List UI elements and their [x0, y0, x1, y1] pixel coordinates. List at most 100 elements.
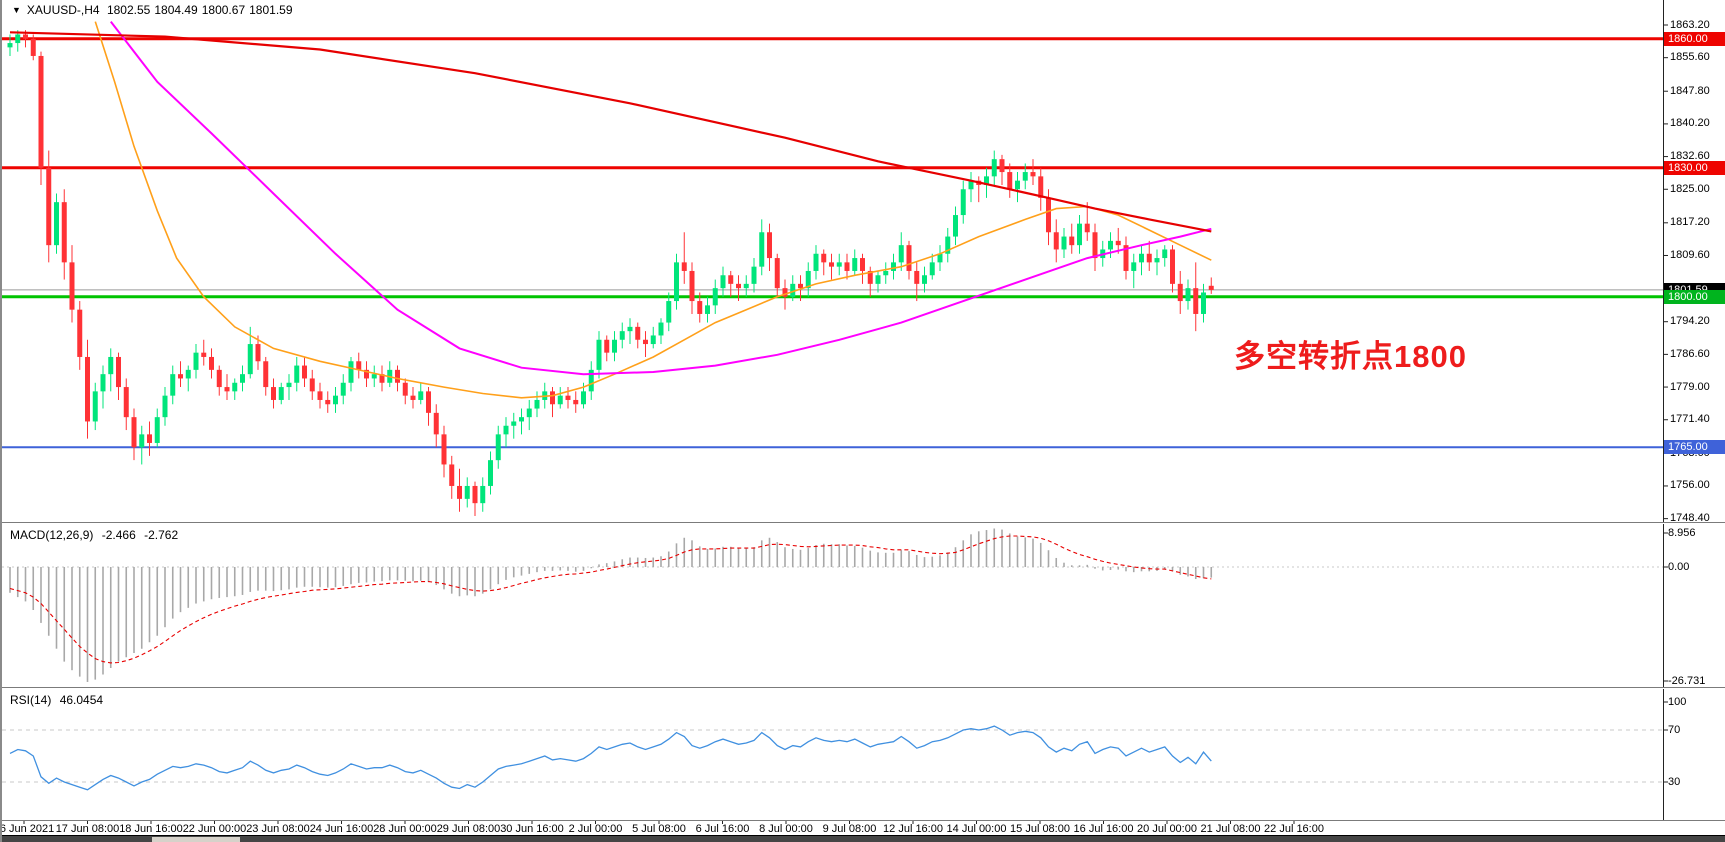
candle	[658, 322, 664, 336]
candle	[201, 352, 207, 357]
scrollbar-thumb[interactable]	[152, 837, 240, 842]
candle	[511, 421, 517, 426]
candle	[945, 236, 951, 254]
candle	[216, 369, 222, 388]
candle	[728, 275, 734, 284]
candle	[224, 387, 230, 392]
candle	[232, 382, 238, 392]
candle	[333, 395, 338, 405]
candlestick-series	[7, 30, 1214, 517]
candle	[100, 374, 106, 392]
candle	[364, 369, 369, 379]
candle	[581, 391, 586, 405]
candle	[255, 344, 261, 362]
candle	[914, 270, 920, 284]
candle	[650, 335, 656, 345]
macd-header: MACD(12,26,9) -2.466 -2.762	[10, 528, 183, 542]
candle	[131, 417, 137, 448]
candle	[596, 339, 602, 370]
rsi-line	[9, 725, 1212, 791]
candle	[116, 356, 121, 388]
candle	[294, 365, 300, 383]
candle	[929, 262, 935, 276]
close-value: 1801.59	[249, 3, 293, 17]
candle	[759, 232, 765, 267]
candle	[1038, 176, 1044, 198]
candle	[588, 369, 594, 392]
macd-label: MACD(12,26,9)	[10, 528, 94, 542]
candle	[54, 202, 59, 246]
candle	[418, 391, 424, 400]
candle	[565, 395, 571, 400]
candle	[836, 262, 842, 267]
candle	[1092, 232, 1098, 259]
high-value: 1804.49	[154, 3, 198, 17]
ma-red-slow-line	[9, 31, 1212, 233]
candle	[193, 352, 199, 370]
candle	[402, 382, 408, 396]
candle	[1077, 223, 1082, 246]
rsi-panel-separator[interactable]	[2, 687, 1725, 689]
candle	[426, 391, 431, 413]
candle	[697, 301, 703, 314]
candle	[991, 159, 997, 177]
candle	[1069, 236, 1075, 246]
candle	[689, 270, 695, 302]
candle	[162, 395, 168, 418]
candle	[317, 391, 323, 400]
candle	[1007, 172, 1013, 190]
candle	[123, 387, 129, 418]
candle	[379, 374, 385, 383]
candle	[782, 288, 788, 297]
candle	[472, 485, 478, 504]
candle	[1131, 262, 1137, 271]
candle	[30, 38, 36, 56]
candle	[1193, 288, 1199, 314]
candle	[1154, 258, 1160, 263]
candle	[635, 326, 641, 340]
candle	[1185, 288, 1191, 302]
candle	[1139, 253, 1144, 263]
candle	[867, 270, 873, 284]
low-value: 1800.67	[201, 3, 246, 17]
candle	[937, 253, 943, 263]
candle	[480, 485, 486, 504]
candle	[968, 180, 974, 190]
text-annotation[interactable]: 多空转折点1800	[1234, 339, 1467, 374]
candle	[550, 391, 555, 405]
candle	[999, 159, 1005, 173]
candle	[464, 485, 470, 499]
candle	[953, 215, 958, 237]
candle	[503, 425, 509, 435]
candle	[46, 167, 52, 246]
candle	[1108, 240, 1113, 250]
candle	[604, 339, 610, 353]
candle	[38, 55, 44, 168]
candle	[371, 374, 377, 379]
macd-main-value: -2.466	[101, 528, 136, 542]
candle	[681, 262, 687, 271]
candle	[77, 309, 83, 357]
candle	[178, 374, 183, 379]
candle	[534, 399, 540, 409]
open-value: 1802.55	[106, 3, 151, 17]
rsi-value: 46.0454	[59, 693, 104, 707]
macd-panel-separator[interactable]	[2, 522, 1725, 524]
candle	[844, 262, 850, 271]
time-axis-separator	[2, 820, 1725, 821]
candle	[612, 339, 617, 353]
candle	[906, 245, 912, 271]
candle	[720, 275, 726, 289]
candle	[348, 361, 354, 383]
candle	[1053, 232, 1059, 250]
collapse-icon[interactable]: ▼	[12, 5, 21, 15]
candle	[712, 288, 718, 306]
candle	[185, 369, 191, 379]
candle	[488, 460, 493, 486]
horizontal-scrollbar[interactable]	[2, 835, 1725, 842]
candle	[751, 266, 757, 284]
macd-signal-value: -2.762	[144, 528, 179, 542]
candle	[736, 283, 741, 289]
